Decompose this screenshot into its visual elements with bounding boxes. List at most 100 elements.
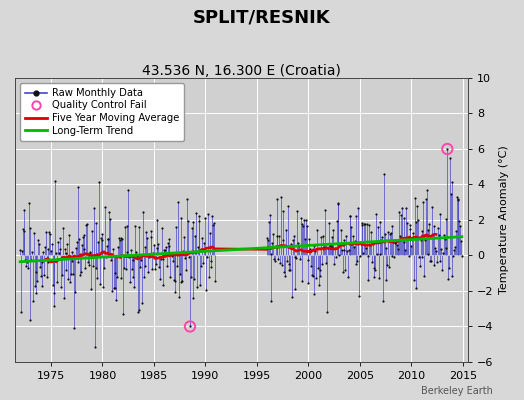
Point xyxy=(283,258,291,264)
Point xyxy=(414,217,422,224)
Point xyxy=(161,247,169,253)
Point xyxy=(309,291,318,297)
Point xyxy=(163,239,172,246)
Point xyxy=(49,303,58,310)
Point xyxy=(436,211,445,217)
Point xyxy=(167,251,176,257)
Point xyxy=(394,245,402,252)
Point xyxy=(305,236,313,242)
Point xyxy=(76,272,84,278)
Point xyxy=(398,205,406,211)
Point xyxy=(64,276,72,282)
Point xyxy=(456,223,464,229)
Point xyxy=(296,255,304,262)
Point xyxy=(48,241,56,248)
Point xyxy=(42,274,51,280)
Point xyxy=(127,247,135,254)
Point xyxy=(23,259,31,265)
Point xyxy=(307,263,315,269)
Point xyxy=(209,222,217,228)
Point xyxy=(144,269,152,275)
Point xyxy=(354,204,362,211)
Point xyxy=(162,244,170,250)
Point xyxy=(455,218,464,225)
Point xyxy=(152,217,161,224)
Point xyxy=(410,194,419,201)
Point xyxy=(180,234,188,240)
Point xyxy=(446,155,454,162)
Point xyxy=(435,258,444,264)
Point xyxy=(322,260,331,266)
Point xyxy=(443,146,452,152)
Point xyxy=(94,239,102,245)
Point xyxy=(349,232,357,239)
Point xyxy=(24,264,32,271)
Point xyxy=(333,201,342,207)
Point xyxy=(387,252,396,259)
Point xyxy=(25,200,33,206)
Point xyxy=(178,278,187,284)
Point xyxy=(124,186,133,193)
Point xyxy=(155,264,163,270)
Point xyxy=(342,233,351,240)
Legend: Raw Monthly Data, Quality Control Fail, Five Year Moving Average, Long-Term Tren: Raw Monthly Data, Quality Control Fail, … xyxy=(20,83,184,140)
Point xyxy=(407,243,416,249)
Point xyxy=(114,244,122,250)
Point xyxy=(412,284,421,291)
Point xyxy=(133,252,141,259)
Point xyxy=(153,244,161,251)
Point xyxy=(148,265,157,272)
Point xyxy=(185,254,193,260)
Point xyxy=(282,226,290,233)
Point xyxy=(287,240,296,247)
Point xyxy=(317,234,325,240)
Point xyxy=(428,204,436,210)
Point xyxy=(382,244,390,251)
Point xyxy=(387,230,395,237)
Point xyxy=(449,252,457,259)
Point xyxy=(127,266,136,272)
Point xyxy=(402,205,410,211)
Point xyxy=(158,224,166,231)
Point xyxy=(366,242,374,248)
Point xyxy=(269,230,277,237)
Point xyxy=(46,231,54,238)
Point xyxy=(193,284,201,291)
Point xyxy=(154,241,162,247)
Point xyxy=(343,248,351,254)
Point xyxy=(410,277,418,284)
Point xyxy=(205,230,214,236)
Point xyxy=(75,236,83,243)
Point xyxy=(140,263,149,269)
Point xyxy=(108,288,116,294)
Point xyxy=(351,238,359,244)
Point xyxy=(177,279,185,285)
Point xyxy=(201,215,210,221)
Point xyxy=(333,218,341,224)
Point xyxy=(368,259,376,266)
Point xyxy=(315,272,324,279)
Point xyxy=(297,215,305,221)
Point xyxy=(326,242,335,248)
Point xyxy=(374,224,382,230)
Point xyxy=(325,220,333,226)
Point xyxy=(411,218,420,225)
Point xyxy=(22,263,30,269)
Point xyxy=(160,247,168,253)
Point xyxy=(373,251,381,258)
Point xyxy=(166,274,174,280)
Point xyxy=(392,242,401,248)
Point xyxy=(165,243,173,249)
Point xyxy=(397,212,405,218)
Point xyxy=(391,240,399,246)
Point xyxy=(416,262,424,269)
Point xyxy=(441,244,450,251)
Point xyxy=(195,218,204,224)
Point xyxy=(47,248,55,254)
Point xyxy=(396,233,405,239)
Point xyxy=(26,316,35,323)
Point xyxy=(83,221,91,228)
Point xyxy=(59,224,67,231)
Point xyxy=(71,289,79,296)
Point xyxy=(263,235,271,241)
